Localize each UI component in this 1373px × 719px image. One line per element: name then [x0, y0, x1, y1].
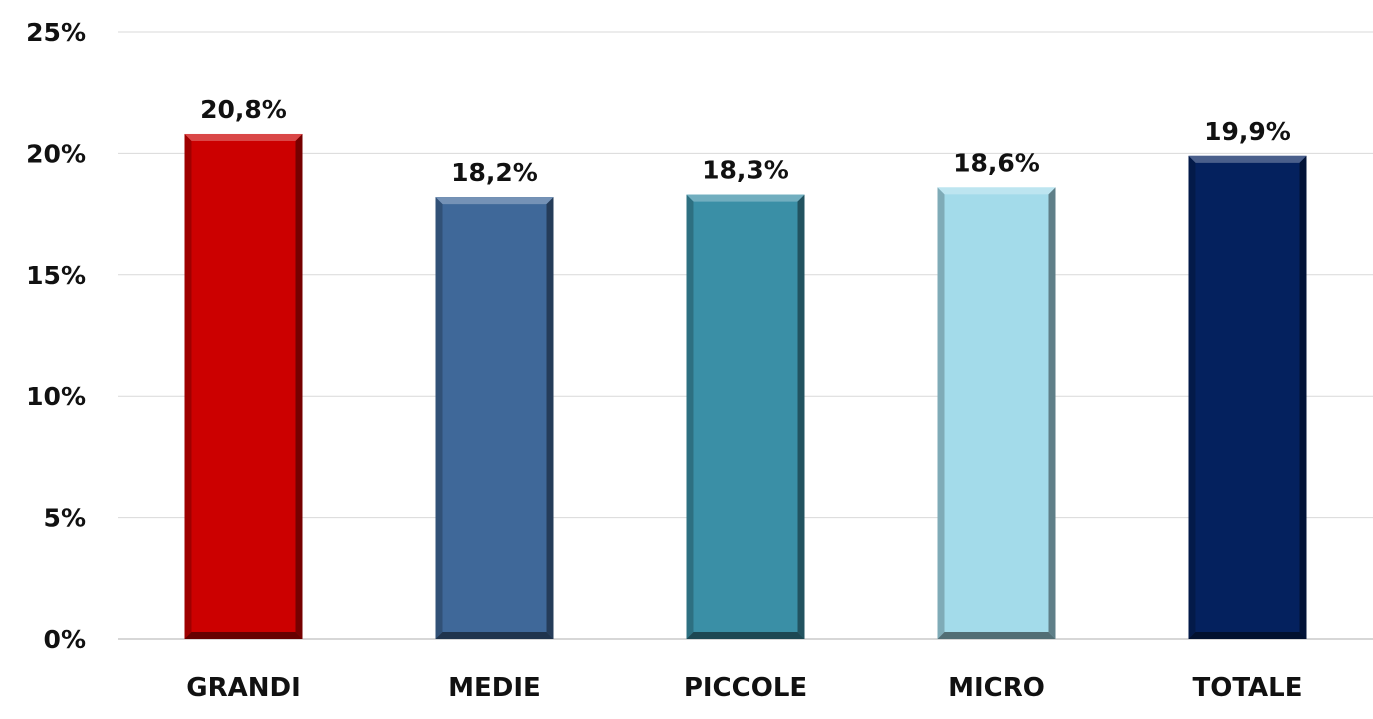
y-tick-label: 0% [44, 625, 86, 654]
bar-bevel-right [797, 194, 805, 639]
data-label: 18,6% [953, 148, 1040, 177]
x-category-label: MEDIE [448, 673, 541, 703]
bar-bevel-bottom [1188, 632, 1307, 639]
y-tick-label: 10% [26, 382, 86, 411]
bar-face [435, 197, 554, 639]
bar-bevel-left [184, 133, 192, 639]
data-label: 18,2% [451, 158, 538, 187]
bars [184, 133, 1307, 639]
bar-face [686, 194, 805, 639]
y-tick-label: 20% [26, 139, 86, 168]
x-category-label: MICRO [948, 673, 1045, 703]
bar-micro [937, 187, 1056, 639]
bar-grandi [184, 133, 303, 639]
data-label: 20,8% [200, 95, 287, 124]
bar-piccole [686, 194, 805, 639]
bar-bevel-bottom [937, 632, 1056, 639]
bar-face [937, 187, 1056, 639]
bar-bevel-top [1188, 155, 1307, 163]
bar-medie [435, 197, 554, 639]
bar-bevel-left [435, 197, 443, 639]
bar-bevel-bottom [686, 632, 805, 639]
y-tick-label: 15% [26, 261, 86, 290]
bar-bevel-right [546, 197, 554, 639]
bar-bevel-top [435, 197, 554, 205]
data-label: 19,9% [1204, 117, 1291, 146]
bar-bevel-left [1188, 155, 1196, 639]
data-label: 18,3% [702, 156, 789, 185]
bar-bevel-top [184, 133, 303, 141]
y-tick-label: 5% [44, 504, 86, 533]
x-axis-categories: GRANDI MEDIE PICCOLE MICRO TOTALE [186, 673, 1302, 703]
bar-bevel-bottom [184, 632, 303, 639]
bar-bevel-top [686, 194, 805, 202]
data-labels: 20,8% 18,2% 18,3% 18,6% 19,9% [200, 95, 1291, 187]
bar-face [184, 133, 303, 639]
x-category-label: TOTALE [1192, 673, 1302, 703]
y-axis-ticks: 0% 5% 10% 15% 20% 25% [26, 18, 86, 654]
bar-totale [1188, 155, 1307, 639]
bar-bevel-bottom [435, 632, 554, 639]
bar-face [1188, 155, 1307, 639]
bar-bevel-left [686, 194, 694, 639]
bar-bevel-right [295, 133, 303, 639]
bar-bevel-left [937, 187, 945, 639]
bar-bevel-right [1048, 187, 1056, 639]
y-tick-label: 25% [26, 18, 86, 47]
x-category-label: PICCOLE [684, 673, 807, 703]
bar-bevel-right [1299, 155, 1307, 639]
x-category-label: GRANDI [186, 673, 301, 703]
bar-bevel-top [937, 187, 1056, 195]
